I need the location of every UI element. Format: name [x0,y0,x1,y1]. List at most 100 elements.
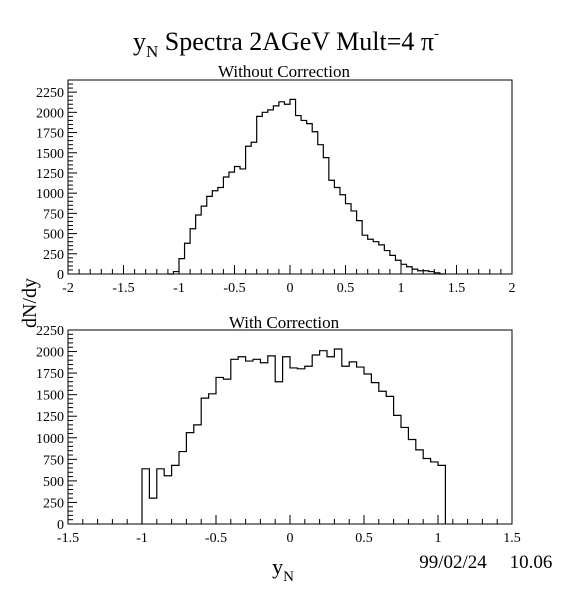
histogram-bin [412,269,418,274]
histogram-bin [240,169,246,274]
histogram-bin [379,391,386,524]
histogram-bin [251,142,257,274]
histogram-bin [346,204,352,274]
histogram-bin [416,450,423,524]
histogram-bin [209,394,216,524]
histogram-outline [141,348,446,524]
x-tick-label: 0.5 [355,531,373,546]
histogram-bin [312,355,319,524]
histogram-bin [395,260,401,274]
histogram-bin [190,229,196,274]
x-tick-label: 2 [509,281,516,296]
histogram-bin [201,398,208,524]
y-tick-label: 1000 [36,432,64,447]
histogram-bin [384,251,390,274]
histogram-bin [290,99,296,274]
histogram-bin [235,166,241,274]
histogram-bin [257,116,263,274]
histogram-bin [301,120,307,274]
y-tick-label: 1250 [36,167,64,182]
histogram-bin [216,377,223,524]
histogram-bin [379,245,385,274]
histogram-bin [279,102,285,274]
histogram-bin [327,357,334,524]
histogram-bin [231,359,238,524]
histogram-bin [296,116,302,274]
histogram-bin [329,180,335,274]
panel-without-correction: Without Correction 0 250 500 750 1000 1250 1500… [36,62,516,296]
histogram-bin [238,357,245,524]
histogram-bin [186,433,193,524]
histogram-bin [368,239,374,274]
histogram-bin [351,211,357,274]
panel-title: Without Correction [218,62,350,81]
histogram-bin [423,458,430,524]
histogram-bin [394,415,401,524]
y-tick-label: 250 [43,496,64,511]
y-axis-label: dN/dy [19,278,41,328]
histogram-bin [164,476,171,524]
histogram-bin [362,235,368,274]
histogram-bin [297,369,304,524]
histogram-bin [149,498,156,524]
x-tick-label: -0.5 [205,531,227,546]
histogram-bin [207,196,213,274]
x-tick-label: 1.5 [448,281,466,296]
y-tick-label: 1500 [36,389,64,404]
y-tick-label: 0 [57,268,64,283]
x-tick-label: -0.5 [223,281,245,296]
histogram-bin [320,351,327,524]
histogram-bin [371,383,378,524]
time-stamp: 10.06 [510,552,553,573]
x-tick-label: -1.5 [112,281,134,296]
x-tick-label: 0 [287,531,294,546]
histogram-bin [196,215,202,274]
histogram-bin [185,243,191,274]
y-tick-label: 2250 [36,86,64,101]
histogram-bin [268,356,275,524]
histogram-bin [223,379,230,524]
histogram-bin [334,349,341,524]
histogram-bin [386,396,393,524]
x-tick-label: -2 [62,281,74,296]
histogram-bin [179,452,186,524]
histogram-bin [364,374,371,524]
x-tick-label: -1.5 [57,531,79,546]
histogram-bin [357,367,364,524]
histogram-bin [262,112,268,274]
histogram-bin [334,188,340,274]
histogram-bin [268,110,274,274]
histogram-outline [167,98,446,275]
histogram-bin [349,362,356,524]
y-tick-label: 1500 [36,147,64,162]
histogram-bin [312,132,318,274]
histogram-bin [260,363,267,524]
histogram-bin [218,188,224,274]
y-tick-label: 500 [43,228,64,243]
histogram-bin [401,427,408,524]
histogram-bin [323,158,329,274]
histogram-bin [142,469,149,524]
y-tick-label: 750 [43,453,64,468]
main-title: yN Spectra 2AGeV Mult=4 π- [133,26,439,61]
x-tick-label: 1 [398,281,405,296]
histogram-bin [273,106,279,274]
y-tick-label: 750 [43,207,64,222]
histogram-bin [390,255,396,274]
histogram-bin [229,172,235,274]
x-tick-label: 0 [287,281,294,296]
x-tick-label: 1 [435,531,442,546]
histogram-bin [212,191,218,274]
y-tick-label: 1000 [36,187,64,202]
panel-with-correction: With Correction 0 250 500 750 1000 1250 1500 175… [36,313,521,546]
y-tick-label: 1250 [36,410,64,425]
histogram-bin [290,368,297,524]
y-tick-label: 500 [43,475,64,490]
histogram-bin [373,242,379,274]
x-tick-label: -1 [173,281,185,296]
histogram-bin [307,124,313,274]
histogram-bin [283,357,290,524]
y-tick-label: 250 [43,248,64,263]
histogram-bin [157,469,164,524]
panel-title: With Correction [229,313,340,332]
